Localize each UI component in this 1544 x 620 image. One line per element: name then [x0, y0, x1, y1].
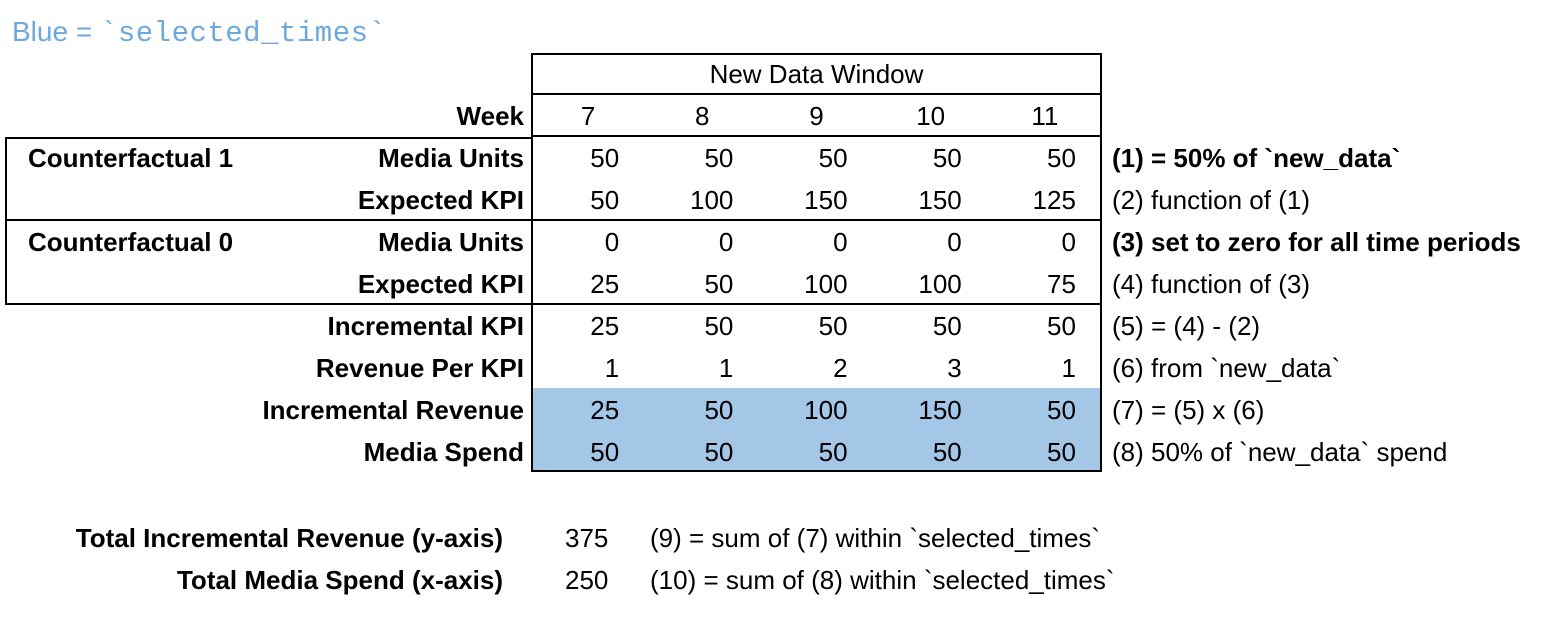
- data-cell: 50: [704, 269, 734, 299]
- divider-below-window-title: [531, 93, 1102, 95]
- data-cell: 50: [932, 311, 962, 341]
- data-cell: 50: [704, 437, 734, 467]
- data-cell: 3: [947, 353, 962, 383]
- annotation-8: (8) 50% of `new_data` spend: [1112, 437, 1448, 467]
- data-cell: 50: [1047, 395, 1076, 425]
- data-cell: 25: [590, 395, 620, 425]
- data-cell: 150: [804, 185, 848, 215]
- data-cell: 150: [918, 395, 962, 425]
- week-cell: 9: [809, 101, 824, 131]
- row-label-media-units-cf0: Media Units: [378, 227, 524, 257]
- data-cell: 100: [804, 269, 848, 299]
- row-label-revenue-per-kpi: Revenue Per KPI: [315, 353, 524, 383]
- table-row: 1 1 2 3 1: [531, 347, 1102, 389]
- week-header-label: Week: [456, 101, 524, 131]
- table-row-highlighted: 25 50 100 150 50: [531, 389, 1102, 431]
- group-label-counterfactual-0: Counterfactual 0: [28, 227, 234, 257]
- data-cell: 1: [1061, 353, 1076, 383]
- window-title: New Data Window: [709, 59, 924, 89]
- row-label-expected-kpi-cf1: Expected KPI: [357, 185, 524, 215]
- table-row: 50 100 150 150 125: [531, 179, 1102, 221]
- legend: Blue = `selected_times`: [12, 14, 386, 50]
- data-cell: 0: [604, 227, 620, 257]
- week-cell: 10: [916, 101, 946, 131]
- data-cell: 25: [590, 311, 620, 341]
- annotation-10: (10) = sum of (8) within `selected_times…: [650, 565, 1115, 595]
- annotation-1: (1) = 50% of `new_data`: [1112, 143, 1401, 173]
- annotation-5: (5) = (4) - (2): [1112, 311, 1261, 341]
- data-cell: 50: [590, 143, 620, 173]
- total-media-spend-label: Total Media Spend (x-axis): [176, 565, 503, 595]
- table-row: 0 0 0 0 0: [531, 221, 1102, 263]
- legend-text: Blue =: [12, 16, 100, 47]
- data-grid: 50 50 50 50 50 50 100 150 150 125 0 0 0 …: [531, 137, 1102, 473]
- data-cell: 100: [689, 185, 734, 215]
- week-cell: 11: [1031, 101, 1059, 131]
- data-cell: 125: [1032, 185, 1076, 215]
- data-cell: 50: [704, 311, 734, 341]
- data-cell: 75: [1047, 269, 1076, 299]
- row-label-incremental-kpi: Incremental KPI: [327, 311, 524, 341]
- table-row: 50 50 50 50 50: [531, 137, 1102, 179]
- row-label-media-spend: Media Spend: [363, 437, 524, 467]
- data-cell: 0: [718, 227, 734, 257]
- data-cell: 50: [818, 437, 848, 467]
- data-cell: 0: [833, 227, 848, 257]
- data-cell: 50: [1047, 437, 1076, 467]
- total-incremental-revenue-value: 375: [565, 523, 609, 553]
- data-cell: 2: [833, 353, 848, 383]
- divider-below-counterfactual-1: [531, 219, 1102, 221]
- data-cell: 1: [718, 353, 734, 383]
- counterfactual-0-box: [5, 219, 533, 305]
- data-cell: 50: [1047, 143, 1076, 173]
- table-row: 25 50 100 100 75: [531, 263, 1102, 305]
- annotation-2: (2) function of (1): [1112, 185, 1310, 215]
- data-cell: 50: [932, 143, 962, 173]
- annotation-4: (4) function of (3): [1112, 269, 1310, 299]
- annotation-6: (6) from `new_data`: [1112, 353, 1341, 383]
- data-cell: 50: [704, 143, 734, 173]
- selected-times-highlight-region: [533, 388, 1100, 470]
- row-label-incremental-revenue: Incremental Revenue: [262, 395, 524, 425]
- data-cell: 50: [590, 437, 620, 467]
- divider-below-week-row: [531, 135, 1102, 137]
- data-cell: 100: [804, 395, 848, 425]
- data-cell: 150: [918, 185, 962, 215]
- week-row: 7 8 9 10 11: [531, 95, 1102, 137]
- group-label-counterfactual-1: Counterfactual 1: [28, 143, 234, 173]
- annotation-9: (9) = sum of (7) within `selected_times`: [650, 523, 1101, 553]
- data-cell: 50: [1047, 311, 1076, 341]
- data-cell: 50: [818, 143, 848, 173]
- data-cell: 0: [1061, 227, 1076, 257]
- row-label-expected-kpi-cf0: Expected KPI: [357, 269, 524, 299]
- annotation-7: (7) = (5) x (6): [1112, 395, 1265, 425]
- divider-below-counterfactual-0: [531, 303, 1102, 305]
- data-cell: 50: [932, 437, 962, 467]
- week-cell: 7: [580, 101, 596, 131]
- total-incremental-revenue-label: Total Incremental Revenue (y-axis): [75, 523, 503, 553]
- table-row: 25 50 50 50 50: [531, 305, 1102, 347]
- data-cell: 0: [947, 227, 962, 257]
- legend-code: `selected_times`: [99, 17, 387, 50]
- data-cell: 100: [918, 269, 962, 299]
- table-row-highlighted: 50 50 50 50 50: [531, 431, 1102, 473]
- row-label-media-units-cf1: Media Units: [378, 143, 524, 173]
- data-cell: 25: [590, 269, 620, 299]
- annotation-3: (3) set to zero for all time periods: [1112, 227, 1521, 257]
- data-cell: 50: [818, 311, 848, 341]
- data-cell: 1: [604, 353, 620, 383]
- data-cell: 50: [704, 395, 734, 425]
- week-cell: 8: [695, 101, 710, 131]
- total-media-spend-value: 250: [565, 565, 609, 595]
- data-cell: 50: [590, 185, 620, 215]
